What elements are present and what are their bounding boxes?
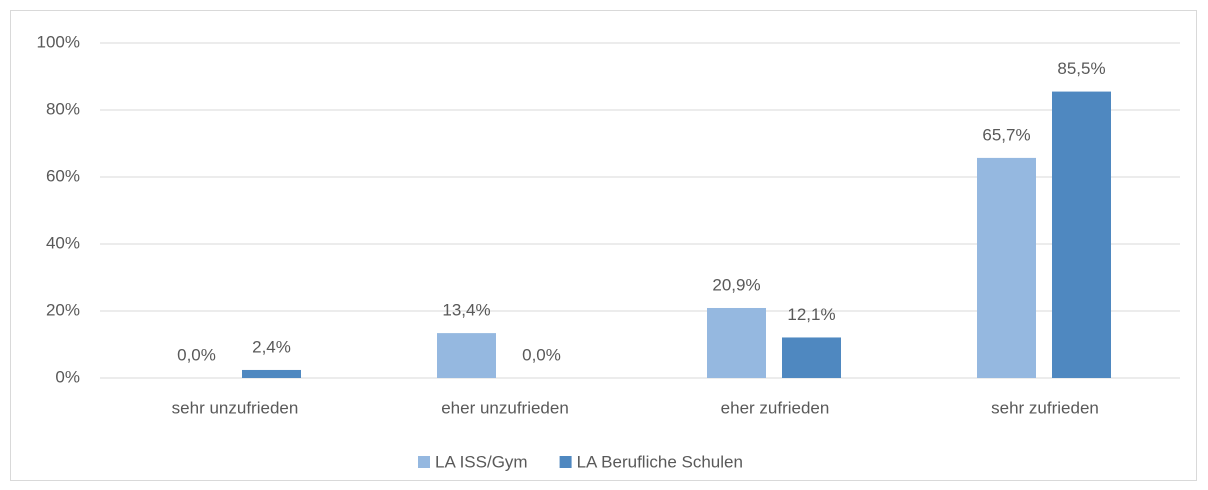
value-label: 2,4% (252, 337, 291, 356)
y-tick-label: 0% (55, 367, 80, 386)
value-label: 65,7% (982, 125, 1030, 144)
y-tick-label: 100% (37, 32, 80, 51)
value-label: 0,0% (522, 345, 561, 364)
value-label: 12,1% (787, 305, 835, 324)
bar (977, 157, 1036, 378)
value-label: 13,4% (442, 301, 490, 320)
value-label: 20,9% (712, 275, 760, 294)
y-tick-label: 60% (46, 166, 80, 185)
y-tick-label: 20% (46, 300, 80, 319)
x-tick-label: sehr zufrieden (991, 398, 1099, 417)
bar (437, 333, 496, 378)
value-label: 85,5% (1057, 59, 1105, 78)
x-tick-label: eher zufrieden (721, 398, 830, 417)
bar (242, 369, 301, 378)
legend-swatch (559, 456, 572, 468)
legend-swatch (418, 456, 430, 468)
value-label: 0,0% (177, 345, 216, 364)
y-tick-label: 40% (46, 233, 80, 252)
legend-label: LA ISS/Gym (435, 452, 528, 471)
bar (1052, 91, 1111, 378)
y-tick-label: 80% (46, 99, 80, 118)
x-tick-label: sehr unzufrieden (172, 398, 299, 417)
x-tick-label: eher unzufrieden (441, 398, 569, 417)
legend-label: LA Berufliche Schulen (577, 452, 743, 471)
bar (707, 307, 766, 378)
bar (782, 337, 841, 378)
